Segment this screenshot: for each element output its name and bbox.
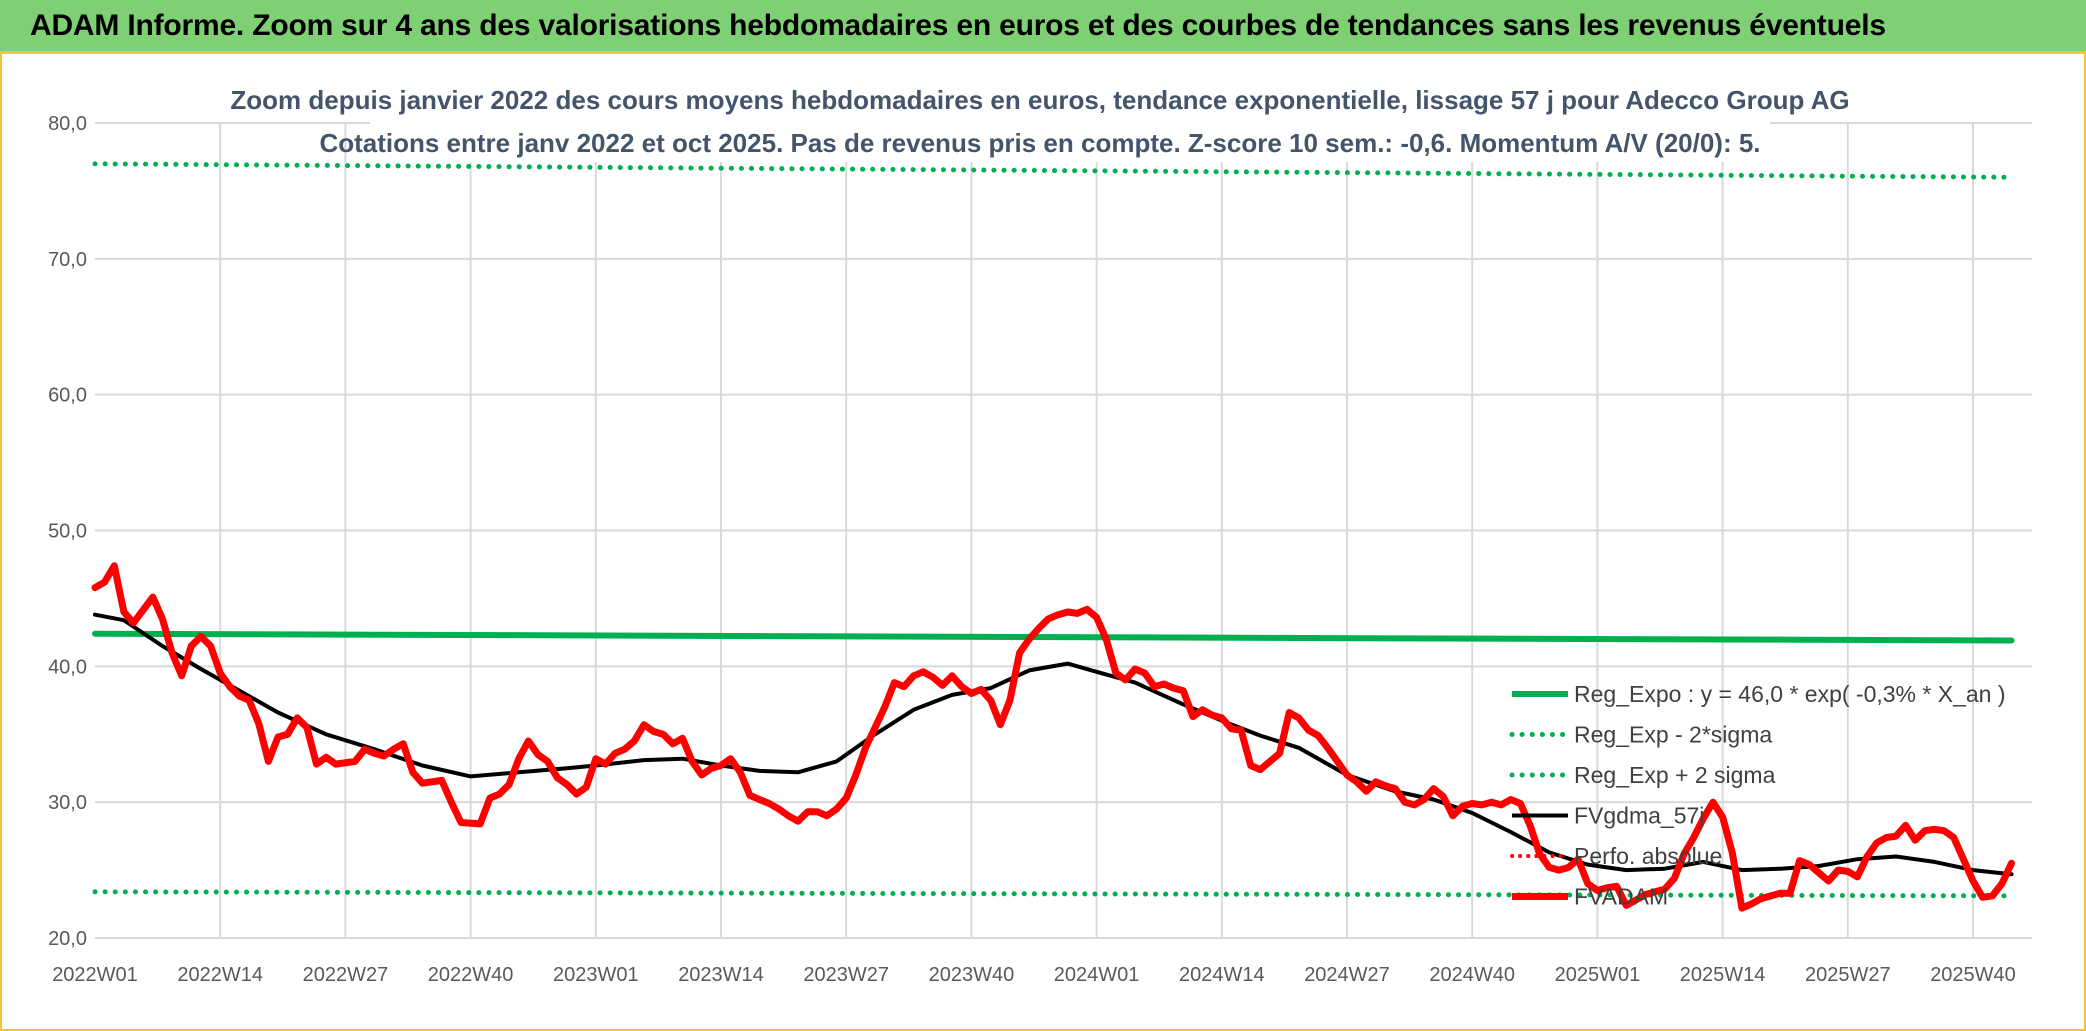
y-tick-label: 20,0 bbox=[48, 928, 87, 950]
x-tick-label: 2024W14 bbox=[1179, 964, 1265, 986]
series-line-0 bbox=[92, 630, 2015, 644]
legend-label: FVADAM bbox=[1574, 884, 1668, 910]
x-tick-label: 2025W27 bbox=[1805, 964, 1891, 986]
x-tick-label: 2022W14 bbox=[177, 964, 263, 986]
y-tick-label: 60,0 bbox=[48, 385, 87, 407]
x-tick-label: 2025W01 bbox=[1555, 964, 1641, 986]
x-tick-label: 2023W27 bbox=[803, 964, 889, 986]
x-tick-label: 2024W01 bbox=[1054, 964, 1140, 986]
chart-title-line-2: Cotations entre janv 2022 et oct 2025. P… bbox=[319, 128, 1760, 158]
x-tick-label: 2022W27 bbox=[303, 964, 389, 986]
x-tick-label: 2022W01 bbox=[52, 964, 138, 986]
y-axis-ticks: 20,0 30,0 40,0 50,0 60,0 70,0 80,0 bbox=[48, 113, 87, 950]
grid-layer bbox=[95, 122, 2032, 939]
x-tick-label: 2025W14 bbox=[1680, 964, 1766, 986]
legend-label: Reg_Exp + 2 sigma bbox=[1574, 762, 1776, 788]
chart-title-line-1: Zoom depuis janvier 2022 des cours moyen… bbox=[230, 85, 1849, 115]
series-line-5 bbox=[91, 562, 2015, 912]
x-tick-label: 2023W14 bbox=[678, 964, 764, 986]
y-tick-label: 70,0 bbox=[48, 249, 87, 271]
series-layer bbox=[91, 161, 2015, 912]
legend-label: FVgdma_57j bbox=[1574, 803, 1704, 829]
chart-frame bbox=[0, 54, 2086, 1031]
legend: Reg_Expo : y = 46,0 * exp( -0,3% * X_an … bbox=[1509, 681, 2006, 910]
x-tick-label: 2023W40 bbox=[929, 964, 1015, 986]
legend-label: Reg_Exp - 2*sigma bbox=[1574, 722, 1772, 748]
legend-label: Perfo. absolue bbox=[1574, 843, 1722, 869]
x-tick-label: 2024W27 bbox=[1304, 964, 1390, 986]
x-axis-ticks: 2022W01 2022W14 2022W27 2022W40 2023W01 2023W… bbox=[52, 964, 2016, 986]
report-title: ADAM Informe. Zoom sur 4 ans des valoris… bbox=[30, 9, 1886, 42]
series-line-3 bbox=[93, 612, 2014, 877]
series-line-2 bbox=[92, 161, 2014, 180]
y-tick-label: 50,0 bbox=[48, 521, 87, 543]
x-tick-label: 2022W40 bbox=[428, 964, 514, 986]
x-tick-label: 2024W40 bbox=[1429, 964, 1515, 986]
y-tick-label: 40,0 bbox=[48, 656, 87, 678]
x-tick-label: 2025W40 bbox=[1930, 964, 2016, 986]
report-banner: ADAM Informe. Zoom sur 4 ans des valoris… bbox=[0, 0, 2086, 54]
x-tick-label: 2023W01 bbox=[553, 964, 639, 986]
legend-label: Reg_Expo : y = 46,0 * exp( -0,3% * X_an … bbox=[1574, 681, 2006, 707]
y-tick-label: 80,0 bbox=[48, 113, 87, 135]
series-line-1 bbox=[92, 889, 2014, 899]
chart-title-block: Zoom depuis janvier 2022 des cours moyen… bbox=[230, 78, 1850, 162]
y-tick-label: 30,0 bbox=[48, 792, 87, 814]
